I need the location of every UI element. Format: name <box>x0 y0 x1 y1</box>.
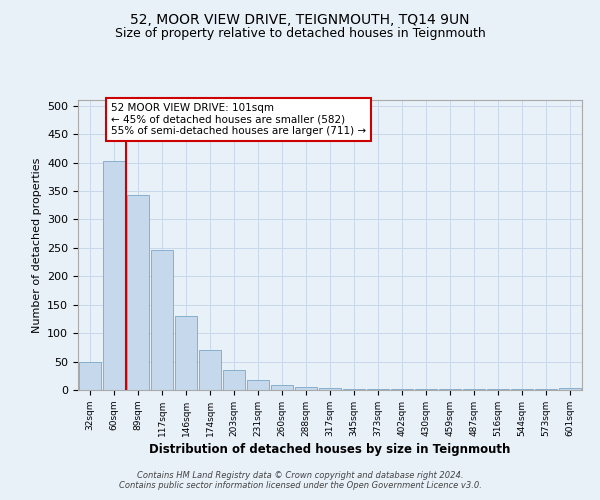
Bar <box>151 250 173 390</box>
Text: Contains HM Land Registry data © Crown copyright and database right 2024.
Contai: Contains HM Land Registry data © Crown c… <box>119 470 481 490</box>
Bar <box>223 370 245 390</box>
Y-axis label: Number of detached properties: Number of detached properties <box>32 158 41 332</box>
Text: 52 MOOR VIEW DRIVE: 101sqm
← 45% of detached houses are smaller (582)
55% of sem: 52 MOOR VIEW DRIVE: 101sqm ← 45% of deta… <box>111 103 366 136</box>
Text: Size of property relative to detached houses in Teignmouth: Size of property relative to detached ho… <box>115 28 485 40</box>
Bar <box>271 386 293 390</box>
Bar <box>559 388 581 390</box>
Text: 52, MOOR VIEW DRIVE, TEIGNMOUTH, TQ14 9UN: 52, MOOR VIEW DRIVE, TEIGNMOUTH, TQ14 9U… <box>130 12 470 26</box>
Bar <box>343 389 365 390</box>
Bar <box>103 162 125 390</box>
Text: Distribution of detached houses by size in Teignmouth: Distribution of detached houses by size … <box>149 442 511 456</box>
Bar <box>127 195 149 390</box>
Bar <box>199 350 221 390</box>
Bar <box>79 362 101 390</box>
Bar <box>175 316 197 390</box>
Bar <box>319 388 341 390</box>
Bar <box>295 387 317 390</box>
Bar <box>247 380 269 390</box>
